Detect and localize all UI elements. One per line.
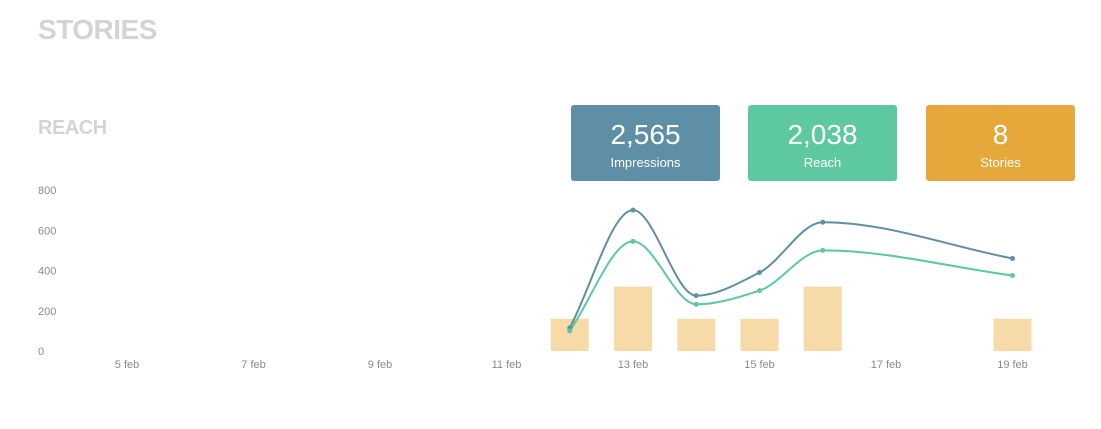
reach-point — [567, 328, 573, 334]
reach-point — [693, 301, 699, 307]
chart-title: REACH — [38, 117, 107, 139]
x-tick-label: 17 feb — [871, 359, 902, 371]
reach-point — [757, 288, 762, 294]
reach-point — [820, 247, 826, 253]
impressions-line — [568, 209, 1013, 329]
impressions-label: Impressions — [610, 155, 681, 170]
y-tick-label: 600 — [38, 225, 56, 237]
impressions-point — [630, 207, 636, 213]
y-tick-label: 0 — [38, 346, 44, 358]
x-tick-label: 11 feb — [492, 359, 522, 371]
reach-stat-card: 2,038 Reach — [748, 105, 897, 181]
reach-point — [1010, 273, 1015, 279]
impressions-point — [820, 219, 826, 225]
reach-line — [568, 240, 1013, 332]
stories-bar — [740, 318, 779, 351]
y-tick-label: 800 — [38, 185, 56, 197]
y-tick-label: 400 — [38, 266, 56, 278]
x-tick-label: 7 feb — [241, 359, 265, 371]
stories-bar — [550, 318, 589, 351]
reach-point — [630, 238, 636, 244]
impressions-stat-card: 2,565 Impressions — [571, 105, 720, 181]
y-tick-label: 200 — [38, 306, 56, 318]
stories-stat-card: 8 Stories — [926, 105, 1075, 181]
section-title: STORIES — [38, 14, 157, 45]
reach-value: 2,038 — [787, 119, 858, 150]
stories-bar — [993, 318, 1032, 351]
x-tick-label: 9 feb — [368, 359, 392, 371]
impressions-point — [693, 293, 699, 299]
x-tick-label: 13 feb — [618, 359, 649, 371]
stories-value: 8 — [992, 119, 1009, 150]
stories-label: Stories — [980, 155, 1021, 170]
impressions-point — [1010, 255, 1015, 261]
impressions-value: 2,565 — [610, 119, 681, 150]
stories-bar — [614, 286, 652, 351]
x-tick-label: 5 feb — [115, 359, 139, 371]
stories-bar — [677, 318, 716, 351]
x-tick-label: 19 feb — [997, 359, 1028, 371]
stories-bar — [803, 286, 842, 351]
reach-label: Reach — [803, 155, 842, 170]
x-tick-label: 15 feb — [744, 359, 775, 371]
impressions-point — [757, 270, 762, 276]
